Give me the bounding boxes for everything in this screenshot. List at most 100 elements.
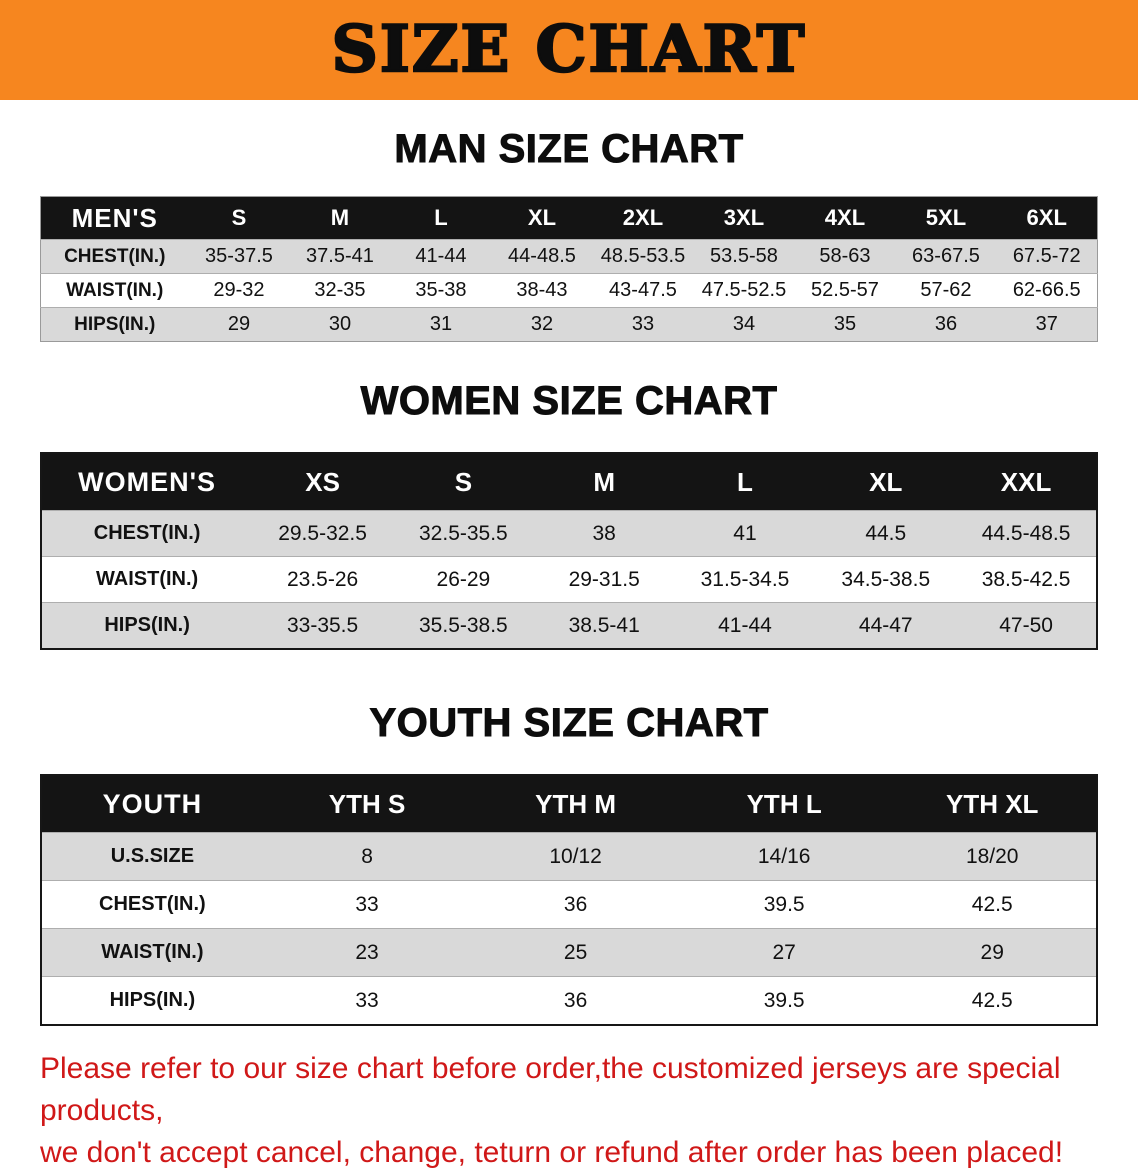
size-value-cell: 27: [679, 928, 889, 977]
disclaimer-line-1: Please refer to our size chart before or…: [40, 1052, 1061, 1127]
size-value-cell: 33: [262, 880, 472, 929]
size-value-cell: 36: [471, 880, 680, 929]
size-value-cell: 39.5: [679, 880, 889, 929]
measurement-row: CHEST(IN.) 35-37.5 37.5-41 41-44 44-48.5 48.5…: [40, 239, 1098, 274]
size-value-cell: 35-37.5: [188, 239, 290, 274]
size-value-cell: 67.5-72: [996, 239, 1098, 274]
measurement-row: HIPS(IN.) 29 30 31 32 33 34 35 36 37: [40, 307, 1098, 342]
size-value-cell: 37: [996, 307, 1098, 342]
size-column-header: S: [392, 453, 534, 511]
size-value-cell: 44.5-48.5: [956, 510, 1097, 557]
size-value-cell: 23.5-26: [252, 556, 393, 603]
size-value-cell: 32: [491, 307, 593, 342]
row-label: CHEST(IN.): [41, 510, 253, 557]
size-value-cell: 31: [390, 307, 492, 342]
women-size-table: WOMEN'S XS S M L XL XXL CHEST(IN.) 29.5-32.5 32.5…: [40, 452, 1098, 650]
row-label: WAIST(IN.): [41, 928, 263, 977]
size-column-header: S: [188, 196, 290, 240]
measurement-row: WAIST(IN.) 23.5-26 26-29 29-31.5 31.5-34.5 34…: [41, 556, 1097, 603]
table-header-row: YOUTH YTH S YTH M YTH L YTH XL: [41, 775, 1097, 833]
size-value-cell: 41: [674, 510, 816, 557]
size-value-cell: 37.5-41: [289, 239, 391, 274]
size-value-cell: 23: [262, 928, 472, 977]
size-value-cell: 63-67.5: [895, 239, 997, 274]
size-value-cell: 48.5-53.5: [592, 239, 694, 274]
size-column-header: 6XL: [996, 196, 1098, 240]
row-label: CHEST(IN.): [41, 880, 263, 929]
size-value-cell: 35.5-38.5: [392, 602, 534, 649]
size-column-header: XL: [815, 453, 957, 511]
size-column-header: XXL: [956, 453, 1097, 511]
size-value-cell: 29: [888, 928, 1097, 977]
table-title: WOMEN'S: [41, 453, 253, 511]
size-value-cell: 58-63: [794, 239, 896, 274]
size-column-header: YTH M: [471, 775, 680, 833]
size-value-cell: 44-47: [815, 602, 957, 649]
table-title: MEN'S: [40, 196, 189, 240]
page-title: SIZE CHART: [330, 12, 807, 87]
size-value-cell: 39.5: [679, 976, 889, 1025]
size-value-cell: 26-29: [392, 556, 534, 603]
size-value-cell: 14/16: [679, 832, 889, 881]
size-value-cell: 29-32: [188, 273, 290, 308]
measurement-row: HIPS(IN.) 33-35.5 35.5-38.5 38.5-41 41-44 44-…: [41, 602, 1097, 649]
women-chart-heading: WOMEN SIZE CHART: [360, 379, 778, 424]
size-value-cell: 43-47.5: [592, 273, 694, 308]
size-column-header: L: [674, 453, 816, 511]
size-value-cell: 47.5-52.5: [693, 273, 795, 308]
content: MAN SIZE CHART MEN'S S M L XL 2XL 3XL 4XL 5XL 6XL…: [0, 126, 1138, 1026]
size-value-cell: 32-35: [289, 273, 391, 308]
size-value-cell: 29: [188, 307, 290, 342]
size-value-cell: 33: [262, 976, 472, 1025]
size-column-header: M: [289, 196, 391, 240]
size-value-cell: 30: [289, 307, 391, 342]
size-value-cell: 52.5-57: [794, 273, 896, 308]
size-value-cell: 35: [794, 307, 896, 342]
size-column-header: XS: [252, 453, 393, 511]
size-value-cell: 33-35.5: [252, 602, 393, 649]
size-column-header: YTH L: [679, 775, 889, 833]
banner: SIZE CHART: [0, 0, 1138, 100]
size-value-cell: 34.5-38.5: [815, 556, 957, 603]
men-size-table: MEN'S S M L XL 2XL 3XL 4XL 5XL 6XL CHEST(IN.) 35-37…: [40, 196, 1098, 342]
measurement-row: HIPS(IN.) 33 36 39.5 42.5: [41, 976, 1097, 1025]
section-men: MAN SIZE CHART MEN'S S M L XL 2XL 3XL 4XL 5XL 6XL…: [40, 126, 1098, 342]
measurement-row: WAIST(IN.) 29-32 32-35 35-38 38-43 43-47.5 47.…: [40, 273, 1098, 308]
size-column-header: 5XL: [895, 196, 997, 240]
size-value-cell: 32.5-35.5: [392, 510, 534, 557]
measurement-row: WAIST(IN.) 23 25 27 29: [41, 928, 1097, 977]
size-value-cell: 57-62: [895, 273, 997, 308]
size-value-cell: 53.5-58: [693, 239, 795, 274]
size-value-cell: 29.5-32.5: [252, 510, 393, 557]
size-column-header: 4XL: [794, 196, 896, 240]
row-label: WAIST(IN.): [40, 273, 189, 308]
size-column-header: YTH S: [262, 775, 472, 833]
size-value-cell: 36: [471, 976, 680, 1025]
size-column-header: YTH XL: [888, 775, 1097, 833]
size-value-cell: 38.5-41: [533, 602, 675, 649]
youth-chart-heading: YOUTH SIZE CHART: [369, 701, 769, 746]
size-value-cell: 41-44: [390, 239, 492, 274]
row-label: CHEST(IN.): [40, 239, 189, 274]
row-label: WAIST(IN.): [41, 556, 253, 603]
size-value-cell: 42.5: [888, 976, 1097, 1025]
size-column-header: 2XL: [592, 196, 694, 240]
size-value-cell: 42.5: [888, 880, 1097, 929]
row-label: HIPS(IN.): [40, 307, 189, 342]
table-header-row: MEN'S S M L XL 2XL 3XL 4XL 5XL 6XL: [40, 196, 1098, 240]
size-value-cell: 41-44: [674, 602, 816, 649]
measurement-row: U.S.SIZE 8 10/12 14/16 18/20: [41, 832, 1097, 881]
size-value-cell: 38: [533, 510, 675, 557]
size-value-cell: 44-48.5: [491, 239, 593, 274]
section-youth: YOUTH SIZE CHART YOUTH YTH S YTH M YTH L YTH…: [40, 700, 1098, 1026]
table-header-row: WOMEN'S XS S M L XL XXL: [41, 453, 1097, 511]
size-value-cell: 38.5-42.5: [956, 556, 1097, 603]
size-value-cell: 10/12: [471, 832, 680, 881]
size-value-cell: 18/20: [888, 832, 1097, 881]
size-value-cell: 38-43: [491, 273, 593, 308]
table-title: YOUTH: [41, 775, 263, 833]
disclaimer: Please refer to our size chart before or…: [40, 1048, 1098, 1174]
section-women: WOMEN SIZE CHART WOMEN'S XS S M L XL XXL CHEST(…: [40, 378, 1098, 650]
disclaimer-line-2: we don't accept cancel, change, teturn o…: [40, 1136, 1064, 1169]
